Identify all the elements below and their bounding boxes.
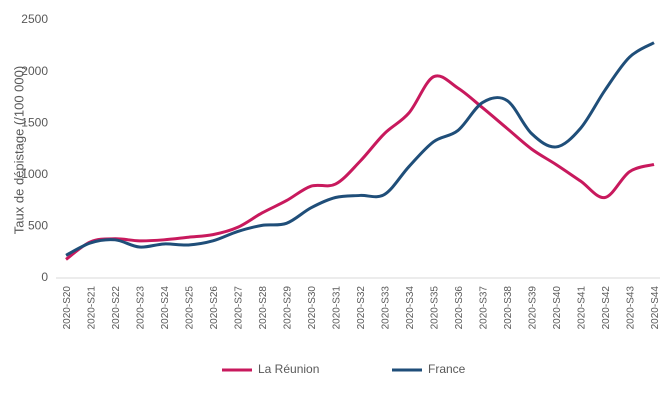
y-axis-label: Taux de dépistage (/100 000) — [11, 66, 26, 234]
line — [65, 41, 655, 257]
x-tick-label: 2020-S40 — [552, 286, 563, 330]
x-tick-label: 2020-S38 — [503, 286, 514, 330]
x-tick-label: 2020-S31 — [332, 286, 343, 330]
x-tick-label: 2020-S29 — [283, 286, 294, 330]
x-tick-label: 2020-S33 — [381, 286, 392, 330]
x-tick-label: 2020-S22 — [111, 286, 122, 330]
x-tick-label: 2020-S34 — [405, 286, 416, 330]
x-tick-label: 2020-S30 — [307, 286, 318, 330]
legend-label: France — [428, 362, 466, 376]
x-tick-label: 2020-S20 — [62, 286, 73, 330]
x-tick-label: 2020-S28 — [258, 286, 269, 330]
y-tick-label: 2000 — [21, 64, 48, 78]
x-tick-label: 2020-S44 — [650, 286, 660, 330]
x-tick-label: 2020-S24 — [160, 286, 171, 330]
x-tick-label: 2020-S36 — [454, 286, 465, 330]
x-tick-label: 2020-S26 — [209, 286, 220, 330]
x-tick-label: 2020-S39 — [528, 286, 539, 330]
x-tick-label: 2020-S41 — [577, 286, 588, 330]
legend-label: La Réunion — [258, 362, 319, 376]
y-tick-label: 0 — [41, 270, 48, 284]
x-tick-label: 2020-S42 — [601, 286, 612, 330]
x-tick-label: 2020-S35 — [430, 286, 441, 330]
y-tick-label: 500 — [28, 219, 48, 233]
x-tick-label: 2020-S23 — [136, 286, 147, 330]
x-tick-label: 2020-S27 — [234, 286, 245, 330]
x-tick-label: 2020-S43 — [626, 286, 637, 330]
line — [65, 74, 655, 261]
y-tick-label: 1000 — [21, 167, 48, 181]
x-tick-label: 2020-S32 — [356, 286, 367, 330]
x-tick-label: 2020-S25 — [185, 286, 196, 330]
x-tick-label: 2020-S37 — [479, 286, 490, 330]
y-tick-label: 1500 — [21, 115, 48, 129]
x-tick-label: 2020-S21 — [87, 286, 98, 330]
y-tick-label: 2500 — [21, 12, 48, 26]
